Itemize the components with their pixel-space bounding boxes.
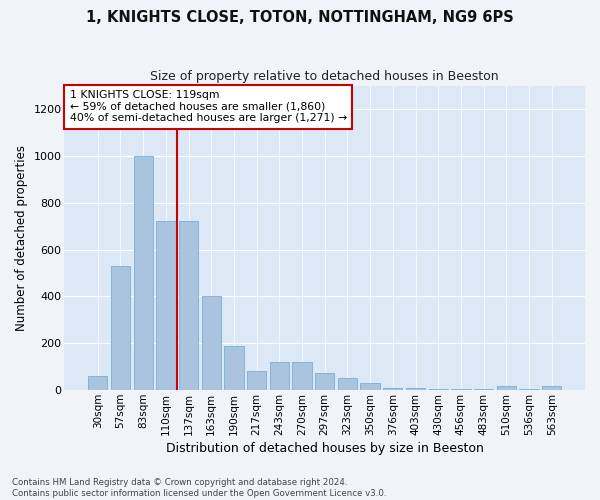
Bar <box>292 362 311 390</box>
Bar <box>451 389 470 390</box>
Bar <box>406 388 425 390</box>
Title: Size of property relative to detached houses in Beeston: Size of property relative to detached ho… <box>151 70 499 83</box>
Bar <box>474 389 493 390</box>
Bar <box>88 376 107 390</box>
Text: 1 KNIGHTS CLOSE: 119sqm
← 59% of detached houses are smaller (1,860)
40% of semi: 1 KNIGHTS CLOSE: 119sqm ← 59% of detache… <box>70 90 347 124</box>
Bar <box>247 372 266 390</box>
Bar <box>111 266 130 390</box>
Bar <box>224 346 244 390</box>
Bar <box>338 378 357 390</box>
Bar <box>315 372 334 390</box>
Bar <box>269 362 289 390</box>
Bar <box>202 296 221 390</box>
Text: Contains HM Land Registry data © Crown copyright and database right 2024.
Contai: Contains HM Land Registry data © Crown c… <box>12 478 386 498</box>
Bar <box>497 386 516 390</box>
Text: 1, KNIGHTS CLOSE, TOTON, NOTTINGHAM, NG9 6PS: 1, KNIGHTS CLOSE, TOTON, NOTTINGHAM, NG9… <box>86 10 514 25</box>
Bar <box>542 386 562 390</box>
Bar <box>520 389 539 390</box>
Bar <box>134 156 153 390</box>
Bar <box>428 389 448 390</box>
Y-axis label: Number of detached properties: Number of detached properties <box>15 145 28 331</box>
Bar <box>361 383 380 390</box>
Bar <box>156 222 176 390</box>
X-axis label: Distribution of detached houses by size in Beeston: Distribution of detached houses by size … <box>166 442 484 455</box>
Bar <box>383 388 403 390</box>
Bar <box>179 222 198 390</box>
